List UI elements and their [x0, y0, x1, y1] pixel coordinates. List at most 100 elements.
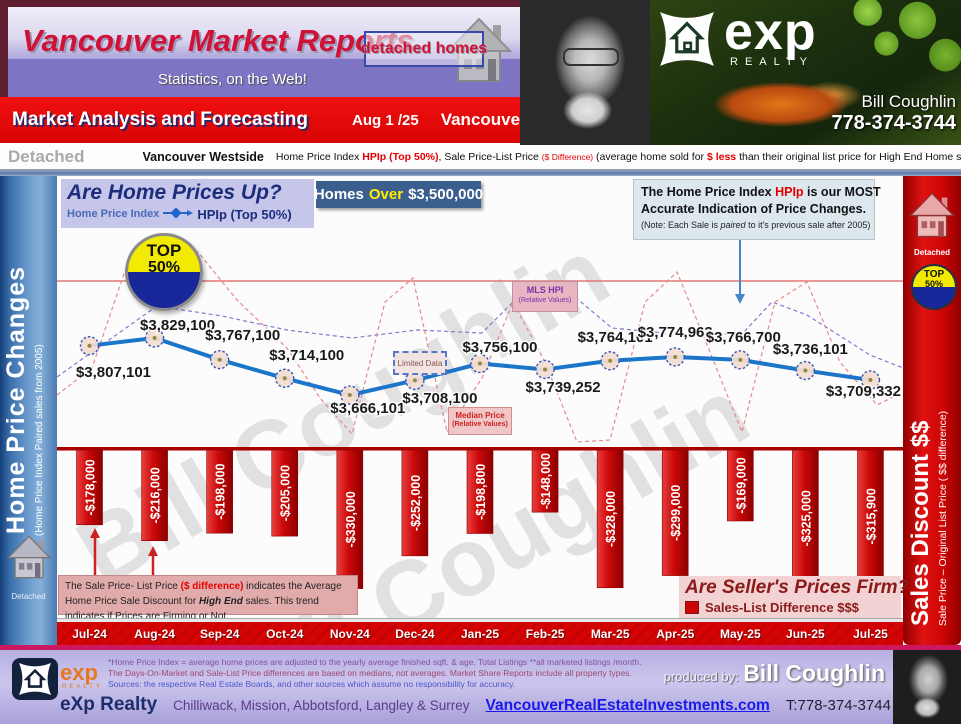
chart-title: Are Home Prices Up?: [67, 181, 282, 204]
info-bar: Detached Vancouver Westside Home Price I…: [0, 145, 961, 170]
exp-wordmark: exp: [60, 660, 98, 685]
banner-title: Market Analysis and Forecasting: [12, 109, 309, 130]
svg-text:$3,714,100: $3,714,100: [269, 347, 344, 364]
svg-text:-$328,000: -$328,000: [604, 491, 618, 547]
footer-phone: T:778-374-3744: [785, 697, 891, 714]
svg-text:$3,756,100: $3,756,100: [462, 339, 537, 356]
info-description: Home Price Index HPIp (Top 50%), Sale Pr…: [275, 151, 961, 163]
price-chart: -$178,000 -$216,000 -$198,000 -$205,000 -$33…: [57, 239, 903, 589]
svg-text:$3,767,100: $3,767,100: [205, 327, 280, 344]
x-axis-label: Feb-25: [525, 626, 565, 641]
svg-text:-$330,000: -$330,000: [344, 491, 358, 547]
x-axis-label: Jul-25: [853, 626, 888, 641]
svg-text:-$198,800: -$198,800: [474, 464, 488, 520]
svg-text:$3,736,101: $3,736,101: [773, 341, 848, 358]
house-icon: [6, 534, 52, 589]
x-axis-label: Jan-25: [460, 626, 500, 641]
svg-text:-$169,000: -$169,000: [734, 457, 748, 513]
agent-name: Bill Coughlin: [861, 92, 957, 111]
sellers-question-box: Are Seller's Prices Firm? Sales-List Dif…: [679, 576, 910, 618]
x-axis-label: Nov-24: [329, 626, 370, 641]
left-sidebar: Home Price Changes (Home Price Index Pai…: [0, 176, 57, 645]
svg-text:$3,774,963: $3,774,963: [638, 324, 713, 341]
hpi-legend: Home Price Index HPIp (Top 50%): [67, 205, 292, 223]
discount-bars: -$178,000 -$216,000 -$198,000 -$205,000 -$33…: [76, 449, 884, 589]
exp-logo-icon: [655, 6, 719, 77]
banner: Market Analysis and Forecasting Aug 1 /2…: [0, 97, 606, 143]
svg-text:-$178,000: -$178,000: [84, 459, 98, 515]
agent-photo: [520, 0, 650, 145]
limited-data-annotation: Limited Data: [393, 351, 447, 375]
glasses-icon: [563, 48, 619, 66]
produced-by: produced by: Bill Coughlin: [663, 660, 885, 686]
exp-logo-icon: [12, 658, 58, 700]
agent-phone: 778-374-3744: [831, 112, 956, 134]
svg-text:-$325,000: -$325,000: [799, 490, 813, 546]
brokerage-name: eXp Realty: [60, 694, 158, 715]
banner-date: Aug 1 /25: [352, 111, 419, 129]
chart-area: Bill Coughlin Bill Coughlin -$178,000 -$2…: [57, 176, 910, 724]
svg-text:-$252,000: -$252,000: [409, 475, 423, 531]
service-areas: Chilliwack, Mission, Abbotsford, Langley…: [173, 698, 470, 713]
x-axis-label: May-25: [719, 626, 761, 641]
house-icon: [908, 190, 956, 249]
page-subtitle: Statistics, on the Web!: [158, 71, 307, 88]
disclaimer: *Home Price Index = average home prices …: [108, 657, 642, 689]
svg-text:-$205,000: -$205,000: [279, 465, 293, 521]
agent-photo-small: [893, 650, 961, 724]
footer-divider: [0, 645, 961, 650]
top50-pie-chart: TOP 50%: [125, 233, 203, 311]
legend-line-marker-icon: [163, 205, 194, 223]
exp-realty-label: REALTY: [62, 684, 103, 690]
svg-text:-$198,000: -$198,000: [214, 463, 228, 519]
segment-badge: Homes Over $3,500,000: [314, 181, 483, 208]
svg-text:$3,807,101: $3,807,101: [76, 364, 151, 381]
left-sidebar-subtitle: (Home Price Index Paired sales from 2005…: [34, 344, 45, 536]
svg-text:$3,708,100: $3,708,100: [402, 390, 477, 407]
svg-text:$3,764,101: $3,764,101: [578, 329, 653, 346]
svg-text:$3,829,100: $3,829,100: [140, 317, 215, 334]
x-axis: Jul-24 Aug-24 Sep-24 Oct-24 Nov-24 Dec-24 Jan-…: [57, 622, 903, 645]
bar-legend: Sales-List Difference $$$: [685, 600, 895, 615]
chart-title-box: Are Home Prices Up? Home Price Index HPI…: [61, 179, 314, 228]
svg-text:-$216,000: -$216,000: [149, 467, 163, 523]
right-sidebar-subtitle: Sale Price – Original List Price ( $$ di…: [937, 410, 949, 626]
left-sidebar-title: Home Price Changes: [2, 265, 30, 534]
page-title: Vancouver Market Reports: [22, 23, 414, 58]
x-axis-label: Sep-24: [200, 626, 240, 641]
top50-pie-icon: TOP 50%: [911, 264, 957, 310]
x-axis-label: Jul-24: [72, 626, 107, 641]
median-price-annotation: Median Price (Relative Values): [448, 407, 512, 435]
footer-contact-row: eXp Realty Chilliwack, Mission, Abbotsfo…: [60, 694, 891, 716]
detached-homes-badge: detached homes: [361, 31, 487, 67]
right-sidebar-icon-label: Detached: [913, 248, 950, 257]
left-sidebar-icon-label: Detached: [11, 592, 46, 601]
x-axis-label: Dec-24: [395, 626, 435, 641]
mls-hpi-annotation: MLS HPI (Relative Values): [512, 281, 578, 312]
footer: exp REALTY *Home Price Index = average h…: [0, 650, 961, 724]
svg-text:$3,739,252: $3,739,252: [526, 379, 601, 396]
axis-tick-strip: [57, 618, 903, 622]
x-axis-label: Apr-25: [656, 626, 695, 641]
svg-text:$3,766,700: $3,766,700: [706, 329, 781, 346]
hpi-line: [79, 328, 881, 405]
exp-realty-label: REALTY: [730, 56, 814, 68]
header: Vancouver Market Reports Statistics, on …: [0, 0, 520, 97]
x-axis-label: Mar-25: [590, 626, 630, 641]
right-sidebar-title: Sales Discount $$: [907, 420, 934, 626]
x-axis-label: Oct-24: [266, 626, 304, 641]
right-sidebar: Detached TOP 50% Sales Discount $$ Sale …: [903, 176, 961, 645]
svg-text:-$315,900: -$315,900: [864, 488, 878, 544]
info-region: Vancouver Westside: [142, 150, 264, 164]
svg-text:$3,666,101: $3,666,101: [330, 400, 405, 417]
svg-text:-$299,000: -$299,000: [669, 485, 683, 541]
x-axis-label: Aug-24: [134, 626, 175, 641]
sellers-question: Are Seller's Prices Firm?: [685, 577, 910, 598]
x-axis-label: Jun-25: [786, 626, 825, 641]
legend-square-icon: [685, 601, 699, 614]
exp-wordmark: exp: [724, 3, 817, 61]
discount-note-box: The Sale Price- List Price ($ difference…: [58, 575, 358, 622]
svg-text:-$148,000: -$148,000: [539, 453, 553, 509]
website-link[interactable]: VancouverRealEstateInvestments.com: [485, 697, 770, 714]
